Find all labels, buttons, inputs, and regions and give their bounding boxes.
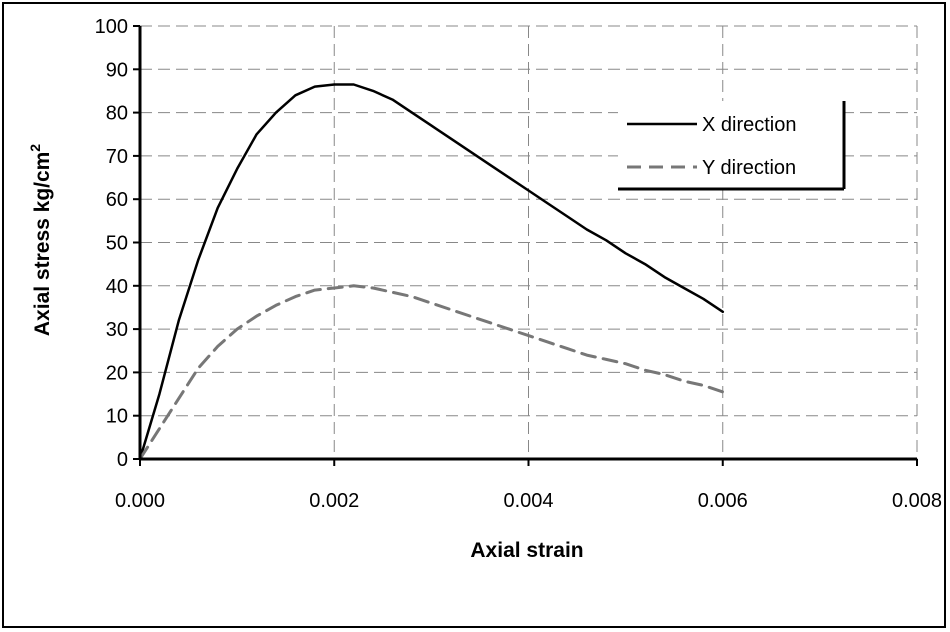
y-axis-title: Axial stress kg/cm2 xyxy=(27,144,54,336)
x-axis-title: Axial strain xyxy=(470,539,583,562)
y-axis-title-superscript: 2 xyxy=(27,144,43,152)
y-tick-labels: 0 10 20 30 40 50 60 70 80 90 100 xyxy=(95,16,128,471)
x-tick-labels: 0.000 0.002 0.004 0.006 0.008 xyxy=(115,490,942,512)
x-tick-label: 0.006 xyxy=(698,490,748,512)
x-tick-label: 0.004 xyxy=(503,490,553,512)
y-tick-label: 0 xyxy=(117,449,128,471)
y-tick-label: 100 xyxy=(95,16,128,38)
legend: X direction Y direction xyxy=(618,101,846,191)
y-tick-label: 10 xyxy=(106,406,128,428)
legend-label-y-direction: Y direction xyxy=(702,157,796,179)
y-tick-label: 40 xyxy=(106,276,128,298)
x-tick-label: 0.008 xyxy=(892,490,942,512)
grid-lines xyxy=(140,25,918,459)
y-tick-label: 30 xyxy=(106,319,128,341)
y-tick-label: 90 xyxy=(106,59,128,81)
series-group xyxy=(138,83,725,461)
axes xyxy=(133,25,918,466)
y-tick-label: 20 xyxy=(106,362,128,384)
y-tick-label: 70 xyxy=(106,146,128,168)
legend-box xyxy=(618,101,844,189)
series-line-y-direction xyxy=(138,284,725,461)
y-tick-label: 80 xyxy=(106,103,128,125)
x-tick-label: 0.000 xyxy=(115,490,165,512)
y-tick-label: 60 xyxy=(106,189,128,211)
y-axis-title-text: Axial stress kg/cm xyxy=(31,152,54,336)
x-tick-label: 0.002 xyxy=(309,490,359,512)
legend-label-x-direction: X direction xyxy=(702,114,797,136)
series-line-x-direction xyxy=(138,83,725,461)
y-tick-label: 50 xyxy=(106,233,128,255)
